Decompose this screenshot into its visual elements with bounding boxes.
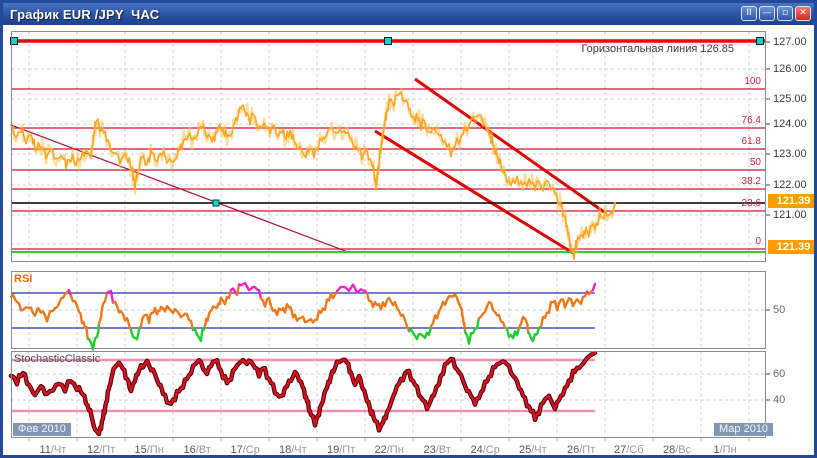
day-label: 18/Чт: [279, 444, 307, 456]
month-badge-left: Фев 2010: [13, 423, 71, 436]
rsi-line-segment: [229, 287, 239, 297]
day-label: 1/Пн: [713, 444, 737, 456]
rsi-line-segment: [237, 281, 263, 300]
rsi-line-segment: [517, 315, 530, 334]
current-price-box: 121.39: [768, 194, 814, 208]
fibonacci-level-label: 0: [755, 236, 761, 247]
rsi-line-segment: [9, 289, 71, 323]
restore-button[interactable]: ▫: [777, 6, 793, 21]
price-tick-label: 121.00: [773, 209, 807, 221]
day-label: 16/Вт: [183, 444, 211, 456]
day-label: 24/Ср: [470, 444, 500, 456]
rsi-line-segment: [259, 289, 339, 324]
rsi-line-segment: [86, 322, 101, 351]
window-controls: ΙΙ — ▫ ✕: [741, 6, 811, 21]
day-label: 28/Вс: [663, 444, 692, 456]
stochastic-pane[interactable]: [11, 351, 766, 438]
line-handle[interactable]: [384, 37, 392, 45]
line-handle[interactable]: [756, 37, 764, 45]
rsi-line-segment: [97, 291, 109, 325]
price-tick-label: 124.00: [773, 118, 807, 130]
day-label: 17/Ср: [230, 444, 260, 456]
day-label: 22/Пн: [374, 444, 404, 456]
titlebar[interactable]: График EUR /JPY ЧАС: [3, 3, 814, 25]
price-tick-label: 125.00: [773, 93, 807, 105]
price-series-line: [10, 91, 616, 261]
rsi-line-segment: [203, 288, 233, 328]
rsi-tick-label: 50: [773, 304, 786, 316]
rsi-line-segment: [527, 325, 543, 343]
month-badge-right: Мар 2010: [714, 423, 774, 436]
rsi-line-segment: [129, 325, 141, 341]
stoch-main-line: [9, 351, 597, 436]
rsi-pane[interactable]: [11, 271, 766, 349]
minimize-button[interactable]: —: [759, 6, 775, 21]
rsi-line-segment: [463, 316, 481, 345]
rsi-line-segment: [335, 283, 369, 295]
chart-graphics: [8, 32, 770, 441]
stoch-tick-label: 60: [773, 368, 786, 380]
rsi-line-segment: [105, 289, 115, 304]
rsi-line-segment: [365, 292, 411, 333]
rsi-line-segment: [138, 304, 195, 332]
diagonal-trendline[interactable]: [10, 124, 349, 253]
close-button[interactable]: ✕: [795, 6, 811, 21]
day-label: 12/Пт: [87, 444, 116, 456]
rsi-line-segment: [235, 283, 241, 297]
line-handle[interactable]: [212, 199, 220, 207]
price-tick-label: 127.00: [773, 36, 807, 48]
fibonacci-level-label: 100: [744, 76, 761, 87]
price-tick-label: 122.00: [773, 179, 807, 191]
day-label: 11/Чт: [39, 444, 67, 456]
stoch-tick-label: 40: [773, 394, 786, 406]
price-tick-label: 126.00: [773, 63, 807, 75]
pause-button[interactable]: ΙΙ: [741, 6, 757, 21]
rsi-line-segment: [539, 290, 589, 328]
rsi-line-segment: [111, 300, 133, 332]
fibonacci-level-label: 61.8: [741, 136, 761, 147]
day-label: 15/Пн: [134, 444, 164, 456]
day-label: 25/Чт: [519, 444, 547, 456]
day-label: 23/Вт: [423, 444, 451, 456]
rsi-line-segment: [69, 294, 89, 340]
rsi-line-segment: [191, 324, 207, 343]
rsi-line-segment: [505, 326, 521, 340]
rsi-line-segment: [591, 282, 597, 292]
line-handle[interactable]: [10, 37, 18, 45]
rsi-line-segment: [429, 293, 467, 333]
channel-trendline[interactable]: [414, 77, 605, 214]
fibonacci-level-label: 50: [749, 157, 761, 168]
rsi-line-segment: [407, 325, 433, 341]
horizontal-line-label: Горизонтальная линия 126.85: [581, 43, 734, 55]
fibonacci-level-label: 23.6: [741, 198, 761, 209]
rsi-line-segment: [477, 300, 509, 330]
stochastic-label: StochasticClassic: [14, 353, 101, 365]
day-label: 19/Пт: [327, 444, 356, 456]
channel-trendline[interactable]: [374, 129, 574, 255]
main-chart-pane[interactable]: [11, 31, 766, 262]
secondary-price-box: 121.39: [768, 240, 814, 254]
fibonacci-level-label: 76.4: [741, 115, 761, 126]
day-label: 26/Пт: [567, 444, 596, 456]
window-title: График EUR /JPY ЧАС: [10, 6, 160, 22]
fibonacci-level-label: 38.2: [741, 176, 761, 187]
day-label: 27/Сб: [614, 444, 644, 456]
chart-client-area: Горизонтальная линия 126.85 RSI Stochast…: [3, 25, 814, 455]
price-tick-label: 123.00: [773, 148, 807, 160]
rsi-label: RSI: [14, 273, 33, 285]
